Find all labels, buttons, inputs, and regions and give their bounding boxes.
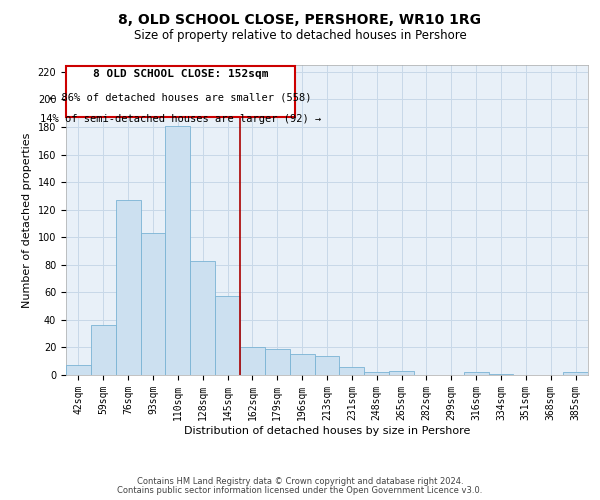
Bar [340,366,364,375]
Bar [464,372,488,375]
Bar [314,356,340,375]
Bar [91,326,116,375]
Y-axis label: Number of detached properties: Number of detached properties [22,132,32,308]
FancyBboxPatch shape [67,66,295,118]
Text: ← 86% of detached houses are smaller (558): ← 86% of detached houses are smaller (55… [49,92,312,102]
Bar [290,354,314,375]
Text: 8 OLD SCHOOL CLOSE: 152sqm: 8 OLD SCHOOL CLOSE: 152sqm [93,70,268,80]
Bar [166,126,190,375]
Bar [66,366,91,375]
X-axis label: Distribution of detached houses by size in Pershore: Distribution of detached houses by size … [184,426,470,436]
Bar [488,374,514,375]
Text: Contains HM Land Registry data © Crown copyright and database right 2024.: Contains HM Land Registry data © Crown c… [137,477,463,486]
Text: Size of property relative to detached houses in Pershore: Size of property relative to detached ho… [134,28,466,42]
Bar [364,372,389,375]
Text: 14% of semi-detached houses are larger (92) →: 14% of semi-detached houses are larger (… [40,114,321,124]
Bar [563,372,588,375]
Bar [190,260,215,375]
Bar [215,296,240,375]
Bar [116,200,140,375]
Bar [140,233,166,375]
Bar [389,371,414,375]
Text: Contains public sector information licensed under the Open Government Licence v3: Contains public sector information licen… [118,486,482,495]
Text: 8, OLD SCHOOL CLOSE, PERSHORE, WR10 1RG: 8, OLD SCHOOL CLOSE, PERSHORE, WR10 1RG [119,12,482,26]
Bar [265,349,290,375]
Bar [240,348,265,375]
